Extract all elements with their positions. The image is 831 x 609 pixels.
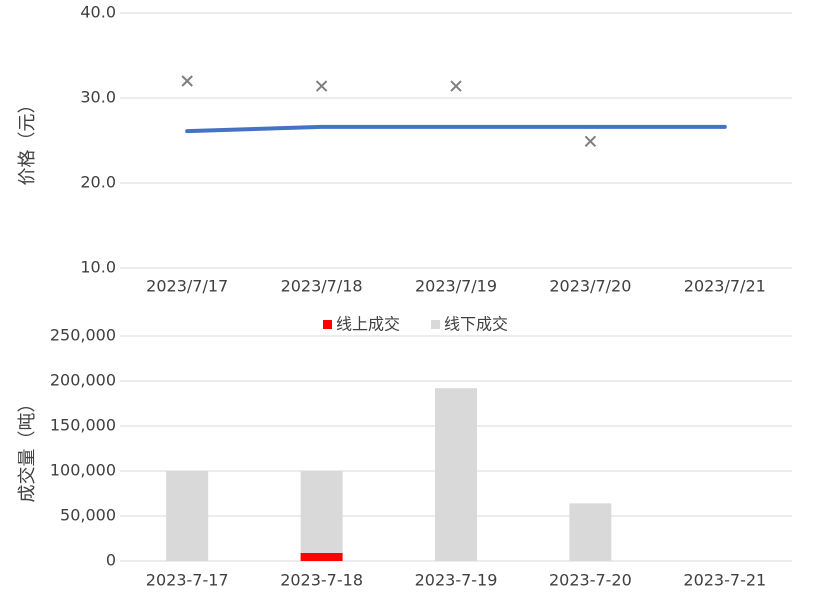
line — [185, 124, 727, 134]
x-tick-label: 2023-7-18 — [280, 571, 363, 590]
x-tick-label: 2023/7/17 — [146, 277, 228, 296]
bar — [569, 503, 612, 561]
y-axis-label: 成交量（吨） — [17, 395, 38, 503]
bar — [166, 471, 209, 561]
marker — [584, 135, 597, 148]
y-tick-label: 40.0 — [80, 3, 116, 22]
y-tick-label: 250,000 — [50, 326, 116, 345]
x-tick-label: 2023/7/20 — [549, 277, 631, 296]
y-axis-label: 价格（元） — [17, 96, 38, 186]
marker — [315, 80, 328, 92]
legend-label: 线上成交 — [336, 315, 400, 334]
y-tick-label: 20.0 — [80, 173, 116, 192]
y-tick-label: 150,000 — [50, 416, 116, 435]
marker — [181, 75, 193, 87]
x-tick-label: 2023-7-17 — [146, 571, 229, 590]
y-tick-label: 100,000 — [50, 461, 116, 480]
y-tick-label: 10.0 — [80, 258, 116, 277]
y-tick-label: 200,000 — [50, 371, 116, 390]
x-tick-label: 2023/7/21 — [684, 277, 766, 296]
bar — [435, 388, 477, 561]
bar — [300, 552, 343, 561]
y-tick-label: 0 — [106, 551, 116, 570]
marker — [450, 80, 462, 92]
y-tick-label: 50,000 — [60, 506, 116, 525]
x-tick-label: 2023/7/18 — [281, 277, 363, 296]
legend-label: 线下成交 — [444, 315, 508, 334]
x-tick-label: 2023-7-20 — [549, 571, 632, 590]
x-tick-label: 2023/7/19 — [415, 277, 497, 296]
x-tick-label: 2023-7-19 — [415, 571, 498, 590]
x-tick-label: 2023-7-21 — [683, 571, 766, 590]
legend-swatch — [431, 320, 440, 329]
legend-swatch — [323, 320, 332, 329]
bar — [300, 471, 343, 553]
y-tick-label: 30.0 — [80, 88, 116, 107]
